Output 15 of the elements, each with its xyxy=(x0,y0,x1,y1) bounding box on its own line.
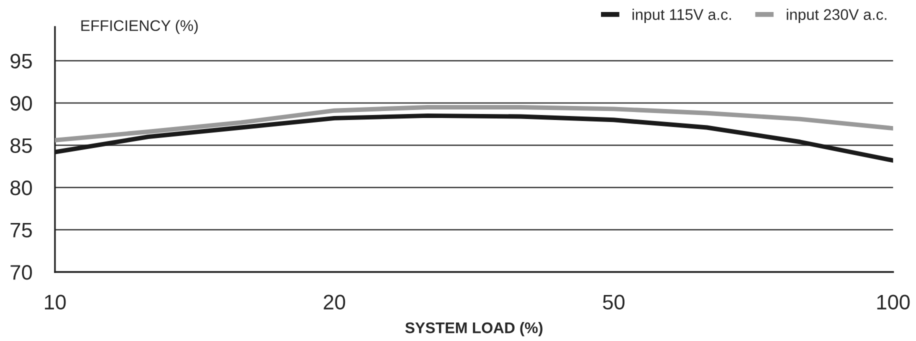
y-tick-label: 80 xyxy=(10,180,32,196)
x-tick-label: 20 xyxy=(324,294,346,310)
y-tick-label: 75 xyxy=(10,222,32,238)
y-tick-label: 95 xyxy=(10,54,32,68)
x-tick-label: 10 xyxy=(44,294,66,310)
x-axis-title: SYSTEM LOAD (%) xyxy=(405,322,542,336)
y-tick-label: 70 xyxy=(10,265,32,280)
y-tick-label: 85 xyxy=(10,138,32,154)
legend-label: input 230V a.c. xyxy=(786,8,886,23)
y-axis-title: EFFICIENCY (%) xyxy=(81,20,198,34)
y-tick-label: 90 xyxy=(10,96,32,111)
line-series xyxy=(54,105,894,142)
x-tick-label: 100 xyxy=(877,294,910,310)
legend-label: input 115V a.c. xyxy=(632,8,731,23)
x-tick-label: 50 xyxy=(602,294,624,310)
